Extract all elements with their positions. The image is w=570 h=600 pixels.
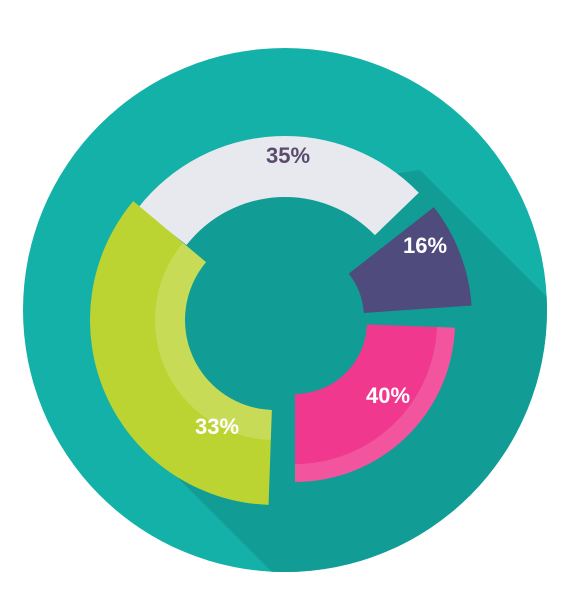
donut-segment (295, 324, 455, 482)
value-label: 33% (195, 414, 239, 439)
donut-segment (89, 201, 272, 505)
value-label: 16% (403, 233, 447, 258)
value-label: 40% (366, 383, 410, 408)
segment-highlight (154, 242, 272, 440)
value-label: 35% (266, 143, 310, 168)
segment-highlight (295, 326, 455, 482)
donut-segment (138, 135, 419, 246)
donut-segment (348, 207, 472, 313)
